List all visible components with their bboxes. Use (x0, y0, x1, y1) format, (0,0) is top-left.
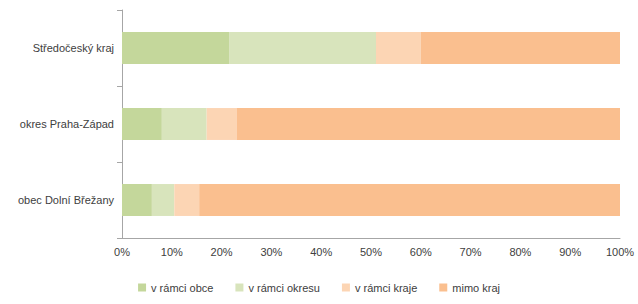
svg-text:50%: 50% (360, 246, 382, 258)
svg-text:90%: 90% (559, 246, 581, 258)
svg-text:40%: 40% (310, 246, 332, 258)
svg-text:60%: 60% (410, 246, 432, 258)
svg-text:v rámci kraje: v rámci kraje (355, 282, 417, 294)
svg-text:Středočeský kraj: Středočeský kraj (33, 42, 114, 54)
svg-text:v rámci okresu: v rámci okresu (248, 282, 320, 294)
svg-text:mimo kraj: mimo kraj (452, 282, 500, 294)
svg-text:30%: 30% (260, 246, 282, 258)
svg-text:0%: 0% (114, 246, 130, 258)
svg-text:okres Praha-Západ: okres Praha-Západ (20, 118, 114, 130)
svg-text:80%: 80% (509, 246, 531, 258)
svg-text:10%: 10% (161, 246, 183, 258)
svg-text:v rámci obce: v rámci obce (151, 282, 213, 294)
svg-text:20%: 20% (211, 246, 233, 258)
svg-text:obec Dolní Břežany: obec Dolní Břežany (18, 194, 114, 206)
svg-text:100%: 100% (606, 246, 634, 258)
svg-text:70%: 70% (460, 246, 482, 258)
